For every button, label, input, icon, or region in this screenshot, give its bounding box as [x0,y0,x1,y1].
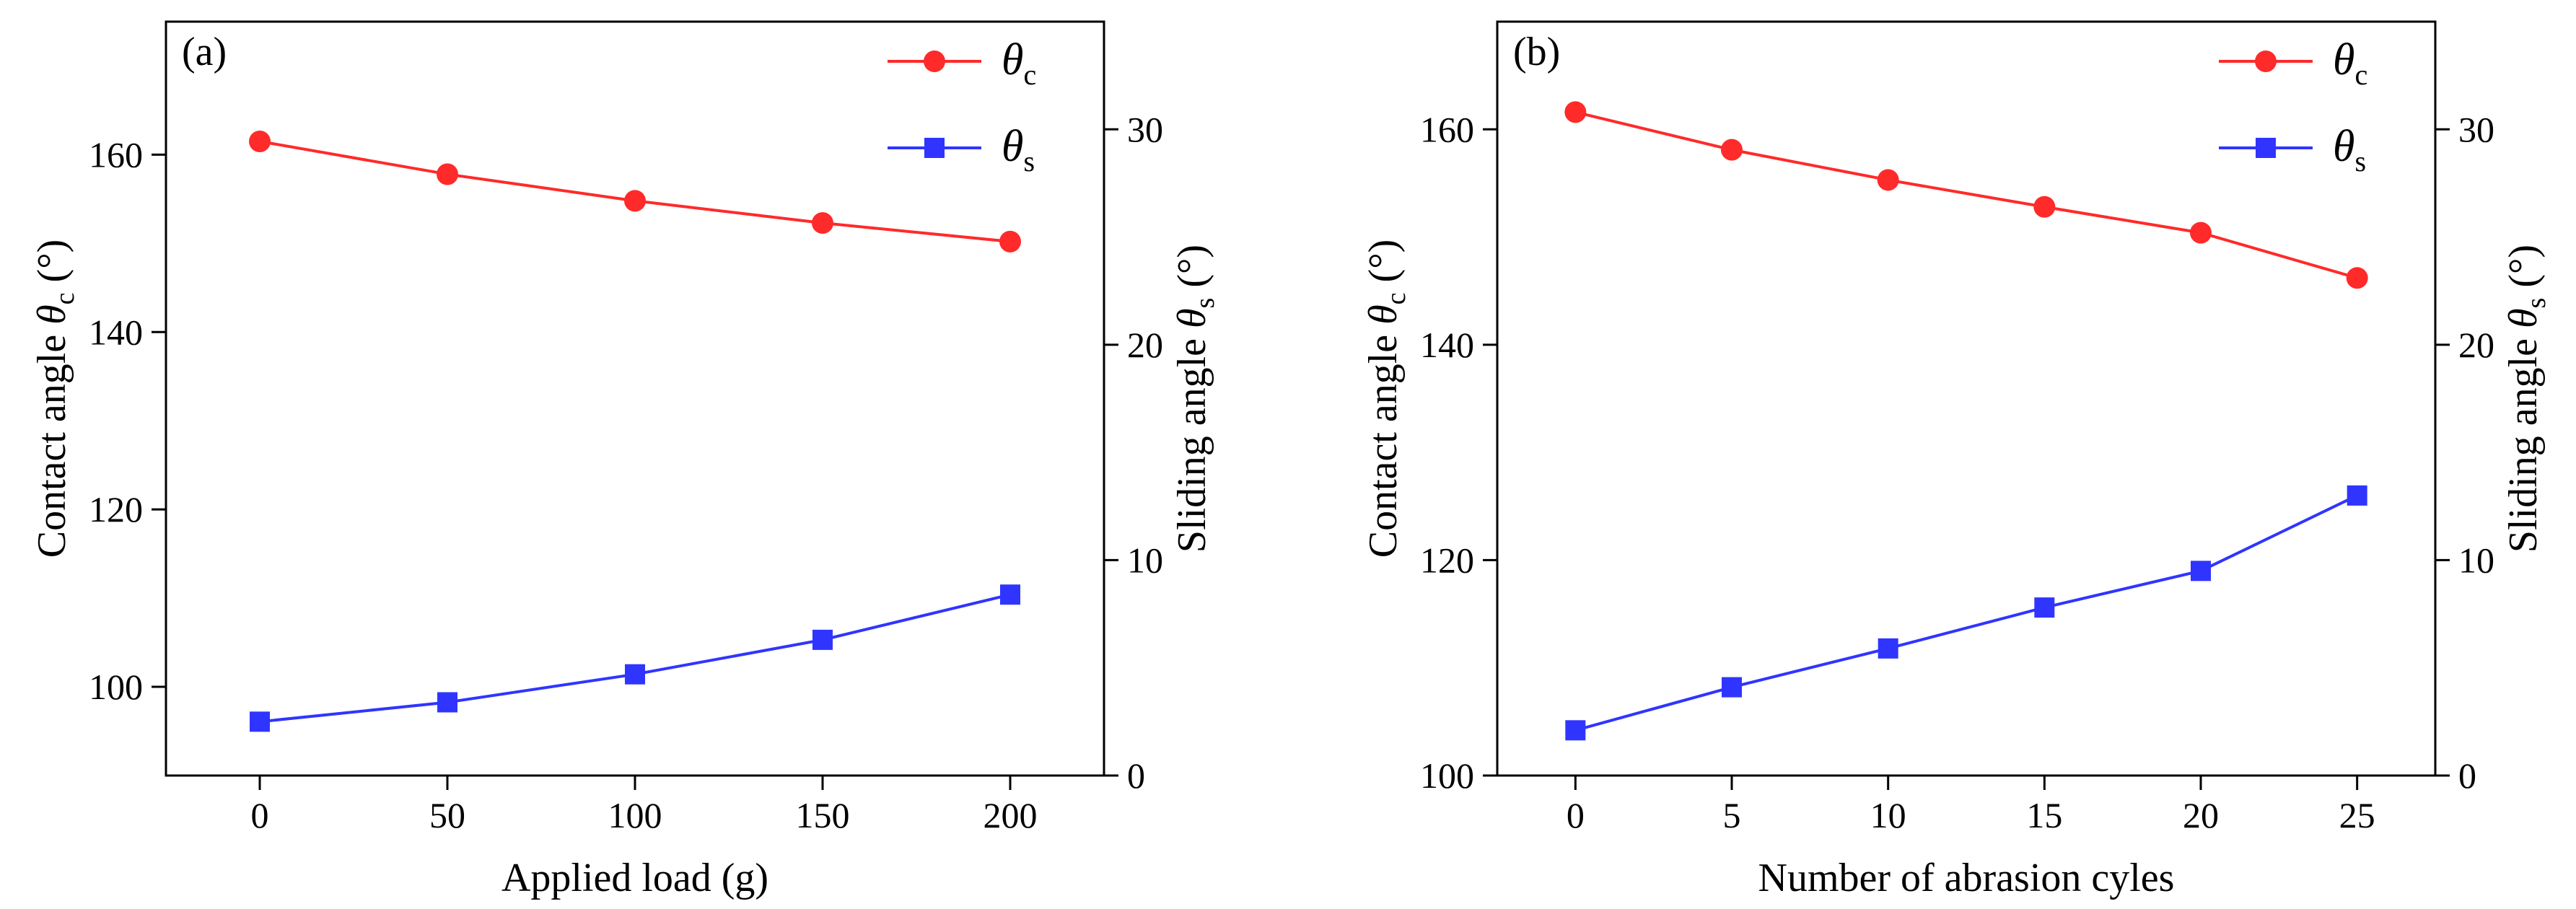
legend-sub: c [2354,58,2367,91]
y-left-tick-label: 140 [1420,325,1474,365]
x-tick-label: 15 [2026,795,2062,835]
x-tick-label: 5 [1723,795,1741,835]
data-point-c [2033,196,2056,218]
y-left-tick-label: 160 [1420,109,1474,149]
x-tick-label: 10 [1870,795,1906,835]
y-right-axis-title-sub: s [1190,298,1220,309]
data-point-c [999,230,1021,252]
data-point-s [625,664,645,685]
data-point-s [1722,677,1742,698]
panel-label: (b) [1513,30,1560,74]
legend-marker-s [924,138,945,158]
y-right-tick-label: 20 [1127,325,1163,365]
data-point-c [1721,139,1743,161]
y-left-axis-title: Contact angle θc (°) [30,240,80,558]
legend-label-c: θc [1002,35,1036,91]
y-left-axis-title-symbol: θ [1361,304,1406,325]
x-tick-label: 25 [2339,795,2375,835]
series-line-c [1574,110,2358,280]
legend-marker-s [2256,138,2276,158]
data-point-c [812,212,833,234]
y-left-tick-label: 100 [89,667,143,707]
series-line-s [259,593,1011,724]
x-tick-label: 0 [251,795,269,835]
y-left-tick-label: 100 [1420,755,1474,796]
data-point-s [2191,561,2211,581]
legend-marker-c [924,50,945,72]
y-right-axis-title-main: Sliding angle [1170,328,1214,553]
y-right-tick-label: 30 [1127,109,1163,149]
legend-label-s: θs [1002,122,1035,177]
data-point-c [1877,169,1899,191]
plot-frame [1496,20,2437,777]
data-point-c [2190,221,2212,244]
y-left-axis-title-symbol: θ [30,304,74,325]
y-left-axis-title-sub: c [50,292,80,304]
legend-symbol: θ [2333,35,2354,84]
data-point-s [437,692,457,713]
legend-sub: c [1023,58,1036,91]
y-right-tick-label: 20 [2458,325,2494,365]
data-point-c [2346,267,2368,289]
x-tick-label: 150 [796,795,850,835]
data-point-c [437,163,458,185]
y-right-tick-label: 10 [2458,540,2494,580]
y-left-tick-label: 120 [1420,540,1474,580]
legend-symbol: θ [1002,122,1023,171]
y-left-axis-title-unit: (°) [30,240,74,293]
panel-a-chart: 0 50 100 150 200 100 120 140 160 0 10 20 30 Applied l… [30,20,1220,900]
y-right-axis-title: Sliding angle θs (°) [2501,245,2551,553]
y-right-tick-label: 10 [1127,540,1163,580]
plot-frame [165,20,1105,777]
panel-b-chart: 0 5 10 15 20 25 100 120 140 160 0 10 20 30 Number of a… [1361,20,2551,900]
data-point-s [1565,720,1586,741]
data-point-s [250,711,270,732]
x-tick-label: 200 [983,795,1038,835]
y-right-tick-label: 0 [1127,755,1145,796]
y-right-tick-label: 30 [2458,109,2494,149]
data-point-c [249,130,271,152]
legend-symbol: θ [2333,122,2354,171]
y-right-axis-title-main: Sliding angle [2501,328,2546,553]
data-point-c [1564,101,1587,123]
x-axis-title: Applied load (g) [501,856,768,900]
data-point-s [812,629,833,650]
x-tick-label: 50 [429,795,465,835]
x-tick-label: 20 [2183,795,2219,835]
legend-symbol: θ [1002,35,1023,84]
legend-sub: s [1023,145,1035,177]
series-line-s [1574,494,2358,732]
y-right-axis-title-unit: (°) [2501,245,2546,298]
data-point-c [624,190,646,212]
y-right-axis-title-symbol: θ [2501,308,2546,328]
data-point-s [2347,485,2367,506]
legend-marker-c [2255,50,2277,72]
data-point-s [1000,584,1020,605]
y-left-tick-label: 140 [89,312,143,352]
y-left-tick-label: 160 [89,134,143,175]
legend-label-c: θc [2333,35,2367,91]
panel-label: (a) [182,30,227,74]
data-point-s [1878,638,1898,659]
y-left-tick-label: 120 [89,489,143,530]
y-right-axis-title-sub: s [2521,298,2551,309]
legend-label-s: θs [2333,122,2366,177]
x-tick-label: 100 [608,795,662,835]
y-left-axis-title-unit: (°) [1361,240,1406,293]
x-tick-label: 0 [1567,795,1585,835]
y-right-axis-title: Sliding angle θs (°) [1170,245,1220,553]
y-right-axis-title-symbol: θ [1170,308,1214,328]
x-axis-title: Number of abrasion cyles [1758,856,2175,900]
y-left-axis-title: Contact angle θc (°) [1361,240,1411,558]
y-left-axis-title-sub: c [1381,292,1411,304]
y-right-tick-label: 0 [2458,755,2476,796]
y-left-axis-title-main: Contact angle [30,325,74,558]
y-left-axis-title-main: Contact angle [1361,325,1406,558]
y-right-axis-title-unit: (°) [1170,245,1214,298]
data-point-s [2034,597,2055,618]
legend-sub: s [2354,145,2366,177]
